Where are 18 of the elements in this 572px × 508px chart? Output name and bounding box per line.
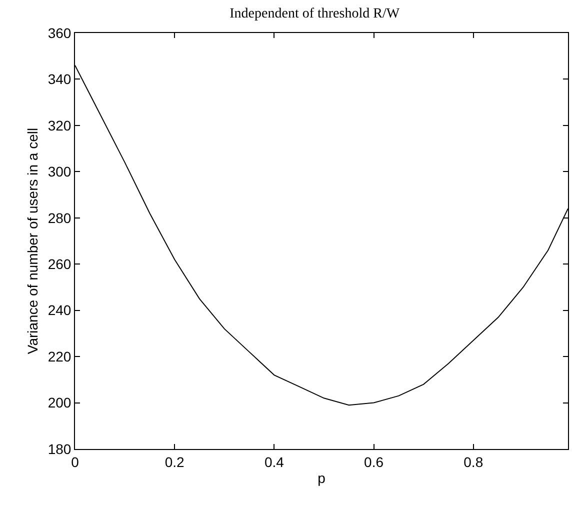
y-tick-label: 240: [48, 302, 72, 318]
x-tick-label: 0.8: [464, 454, 484, 470]
x-tick-label: 0.4: [264, 454, 284, 470]
x-tick-label: 0.6: [364, 454, 384, 470]
y-tick-label: 360: [48, 24, 72, 41]
y-tick-label: 200: [48, 394, 72, 411]
y-tick-label: 220: [48, 348, 72, 364]
x-axis-title: p: [318, 470, 326, 486]
x-tick-label: 0: [71, 454, 80, 470]
y-tick-label: 280: [48, 210, 72, 226]
y-tick-label: 340: [48, 71, 72, 88]
y-tick-label: 300: [48, 164, 72, 180]
x-tick-label: 0.2: [164, 454, 185, 470]
chart-title: Independent of threshold R/W: [230, 6, 400, 22]
y-tick-label: 320: [48, 117, 72, 134]
y-axis-title: Variance of number of users in a cell: [24, 128, 40, 354]
y-tick-label: 180: [48, 440, 72, 457]
y-tick-label: 260: [48, 256, 72, 272]
